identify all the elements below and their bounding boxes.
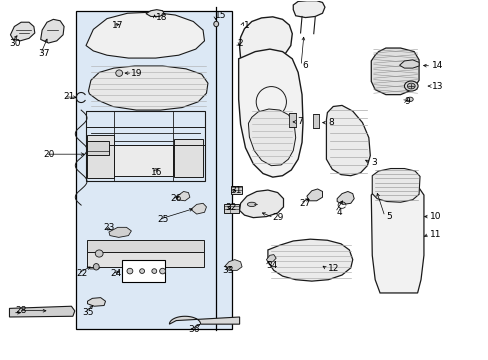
Ellipse shape [95,250,103,257]
Text: 12: 12 [328,265,339,274]
Text: 28: 28 [15,306,27,315]
Text: 7: 7 [297,117,302,126]
Text: 6: 6 [302,62,307,71]
Text: 4: 4 [335,208,341,217]
Polygon shape [10,22,35,41]
Text: 30: 30 [9,39,21,48]
Text: 15: 15 [215,10,226,19]
Ellipse shape [407,83,414,89]
Text: 17: 17 [112,21,123,30]
Polygon shape [336,192,353,204]
Polygon shape [87,260,103,269]
Text: 37: 37 [39,49,50,58]
Ellipse shape [93,264,99,270]
Text: 23: 23 [103,223,114,232]
Polygon shape [399,60,418,68]
Text: 36: 36 [188,325,200,334]
Polygon shape [224,260,242,270]
Polygon shape [9,306,75,317]
Polygon shape [238,49,303,177]
Polygon shape [87,298,105,306]
Ellipse shape [152,269,157,273]
Polygon shape [109,227,131,237]
Text: 22: 22 [76,269,87,278]
Ellipse shape [159,268,165,274]
Text: 31: 31 [229,186,241,195]
Polygon shape [370,184,423,293]
Bar [230,186,241,194]
Polygon shape [266,255,276,262]
Text: 26: 26 [170,194,182,203]
Text: 9: 9 [404,96,409,105]
Ellipse shape [247,202,256,207]
Text: 13: 13 [431,82,443,91]
Bar [122,260,164,282]
Polygon shape [86,12,204,58]
Text: 16: 16 [151,168,162,177]
Ellipse shape [407,97,412,102]
Text: 11: 11 [429,230,440,239]
Text: 29: 29 [272,213,284,222]
Bar [312,114,319,128]
Text: 18: 18 [156,13,167,22]
Text: 19: 19 [131,69,142,78]
Ellipse shape [116,70,122,76]
Polygon shape [190,203,206,214]
Text: 3: 3 [370,158,376,167]
Bar [87,252,203,267]
Polygon shape [326,105,369,176]
Text: 10: 10 [429,212,440,221]
Text: 33: 33 [222,266,234,275]
Text: 1: 1 [243,21,249,30]
Text: 5: 5 [385,212,391,221]
Ellipse shape [404,81,417,91]
Polygon shape [267,239,352,281]
Text: 27: 27 [299,199,310,208]
Ellipse shape [140,269,144,273]
Polygon shape [293,1,325,18]
Polygon shape [370,48,418,95]
Polygon shape [146,10,164,17]
Polygon shape [41,19,64,43]
Polygon shape [239,190,283,218]
Polygon shape [169,316,239,324]
Text: 21: 21 [63,92,74,101]
Bar [289,113,295,127]
Ellipse shape [127,268,133,274]
Text: 24: 24 [110,269,122,278]
Bar [87,141,109,155]
Polygon shape [371,168,419,202]
Polygon shape [306,189,322,201]
Bar [114,145,173,176]
Text: 14: 14 [431,62,443,71]
Polygon shape [239,17,292,68]
Text: 32: 32 [224,203,236,212]
Text: 2: 2 [237,39,243,48]
Polygon shape [177,192,189,201]
Text: 20: 20 [43,150,55,159]
Polygon shape [248,109,295,166]
Text: 35: 35 [82,308,94,317]
Text: 25: 25 [158,215,169,224]
Ellipse shape [213,21,218,27]
Bar [87,240,203,252]
Polygon shape [88,66,207,110]
Bar [224,204,238,213]
Text: 34: 34 [266,261,277,270]
Bar [86,111,205,181]
Bar [87,135,114,178]
Bar [76,12,232,329]
Text: 8: 8 [328,118,333,127]
Bar [173,139,203,177]
